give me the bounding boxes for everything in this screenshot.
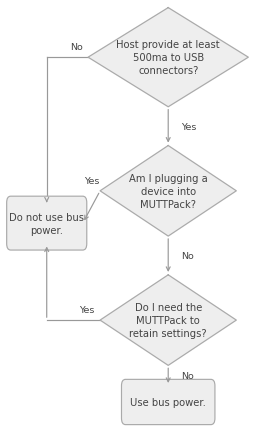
- FancyBboxPatch shape: [7, 197, 87, 250]
- Text: No: No: [182, 252, 194, 260]
- Text: Host provide at least
500ma to USB
connectors?: Host provide at least 500ma to USB conne…: [116, 40, 220, 76]
- FancyBboxPatch shape: [121, 380, 215, 425]
- Text: Yes: Yes: [182, 123, 197, 131]
- Polygon shape: [100, 275, 236, 366]
- Text: Yes: Yes: [79, 306, 95, 315]
- Text: Do I need the
MUTTPack to
retain settings?: Do I need the MUTTPack to retain setting…: [129, 303, 207, 338]
- Text: Do not use bus
power.: Do not use bus power.: [9, 212, 84, 235]
- Polygon shape: [100, 146, 236, 237]
- Text: No: No: [182, 371, 194, 380]
- Text: Am I plugging a
device into
MUTTPack?: Am I plugging a device into MUTTPack?: [129, 174, 207, 209]
- Polygon shape: [88, 9, 248, 108]
- Text: No: No: [70, 43, 83, 52]
- Text: Yes: Yes: [84, 177, 99, 186]
- Text: Use bus power.: Use bus power.: [130, 397, 206, 407]
